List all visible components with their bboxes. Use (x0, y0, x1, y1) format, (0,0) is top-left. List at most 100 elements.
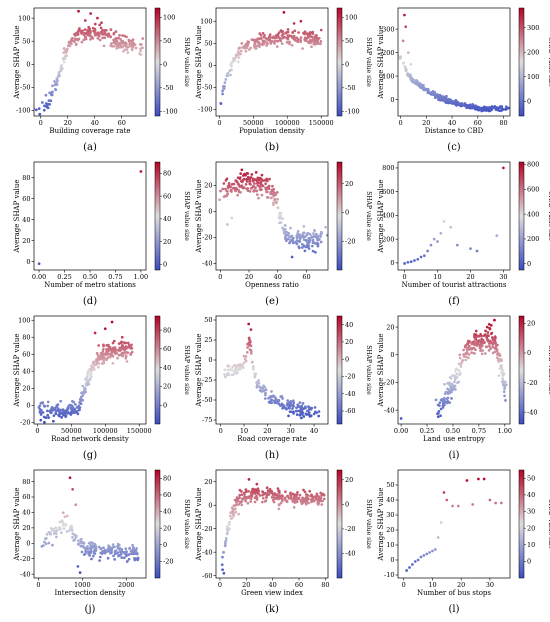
scatter-point (465, 355, 468, 359)
scatter-point (109, 28, 113, 31)
x-tick-label: 0.75 (472, 427, 486, 435)
scatter-point (86, 374, 89, 378)
scatter-point (409, 63, 413, 66)
scatter-point (298, 493, 302, 497)
scatter-point (239, 49, 243, 53)
scatter-point (466, 339, 470, 343)
x-tick-label: 40 (310, 427, 318, 435)
plot-frame (397, 161, 511, 271)
scatter-point (479, 106, 483, 110)
scatter-point (308, 236, 311, 240)
scatter-point (134, 46, 138, 50)
scatter-point (262, 384, 265, 388)
scatter-point (319, 28, 323, 32)
scatter-point (454, 369, 457, 373)
scatter-point (80, 550, 84, 554)
scatter-point (283, 496, 287, 500)
scatter-point (238, 363, 242, 366)
scatter-point (310, 406, 314, 410)
scatter-point (295, 406, 298, 410)
colorbar-tick-label: 10 (527, 541, 535, 549)
scatter-point (222, 551, 225, 554)
colorbar-tick-label: 300 (527, 24, 539, 32)
colorbar-tick-label: 600 (527, 186, 539, 194)
scatter-point (237, 189, 240, 192)
scatter-point (242, 186, 246, 189)
y-tick-label: 200 (382, 49, 394, 57)
x-tick-label: 150000 (309, 119, 334, 127)
colorbar-tick-label: 100 (163, 14, 175, 22)
x-tick-label: 20 (242, 581, 250, 589)
x-tick-label: 1000 (74, 581, 91, 589)
y-axis-label: Average SHAP value (195, 487, 203, 561)
scatter-point (275, 493, 279, 496)
scatter-point (267, 400, 271, 404)
x-tick-label: 40 (269, 581, 277, 589)
scatter-point (472, 346, 475, 350)
scatter-point (394, 56, 397, 59)
x-tick-label: 0.50 (83, 273, 97, 281)
scatter-point (429, 243, 433, 247)
scatter-point (483, 333, 487, 336)
scatter-point (426, 87, 430, 91)
colorbar (518, 469, 525, 579)
scatter-point (305, 496, 308, 499)
colorbar-tick-label: 800 (527, 161, 539, 169)
scatter-point (274, 39, 277, 43)
scatter-point (37, 107, 41, 110)
scatter-point (298, 401, 302, 404)
scatter-point (264, 182, 267, 186)
y-tick-label: 80 (22, 478, 30, 486)
scatter-point (453, 380, 456, 384)
scatter-point (101, 36, 104, 40)
scatter-point (284, 233, 288, 237)
scatter-point (261, 490, 264, 493)
scatter-point (101, 348, 105, 351)
scatter-point (219, 189, 222, 193)
scatter-point (299, 416, 303, 420)
scatter-point (457, 380, 461, 384)
y-axis-label: Average SHAP value (13, 25, 21, 99)
scatter-point (81, 384, 85, 388)
colorbar (154, 7, 161, 117)
scatter-point (241, 364, 244, 367)
plot-frame (215, 161, 329, 271)
scatter-point (46, 413, 50, 417)
plot-frame (215, 7, 329, 117)
scatter-point (495, 234, 499, 237)
colorbar (518, 161, 525, 271)
scatter-point (271, 184, 274, 188)
scatter-point (246, 175, 250, 179)
scatter-point (113, 44, 116, 48)
scatter-point (256, 176, 260, 180)
scatter-point (291, 403, 295, 407)
scatter-point (395, 55, 398, 58)
scatter-point (289, 226, 292, 230)
scatter-point (292, 506, 296, 509)
y-tick-label: 20 (386, 323, 394, 331)
scatter-point (438, 93, 442, 97)
scatter-point (120, 335, 124, 339)
panel-caption: (b) (265, 142, 279, 153)
colorbar-tick-label: -20 (345, 525, 355, 533)
scatter-point (224, 537, 228, 540)
scatter-point (483, 352, 487, 355)
panel-i: 0.00 0.25 0.50 0.75 1.00 -40 -20 0 20 Land use en… (377, 315, 550, 461)
scatter-point (310, 45, 313, 49)
panel-a: 0 20 40 60 -100 -50 0 50 100 Building coverage ra… (13, 7, 190, 153)
scatter-point (493, 335, 497, 338)
scatter-point (77, 542, 81, 545)
scatter-point (438, 401, 442, 405)
scatter-point (302, 231, 306, 235)
scatter-point (82, 38, 86, 42)
x-tick-label: 30 (486, 581, 494, 589)
x-tick-label: 2000 (118, 581, 135, 589)
scatter-point (56, 528, 59, 532)
scatter-point (302, 415, 306, 418)
colorbar-label: SHAP value size (365, 37, 372, 87)
scatter-point (71, 532, 75, 536)
scatter-point (244, 490, 248, 494)
colorbar-tick-label: -40 (345, 390, 355, 398)
scatter-points (37, 170, 143, 266)
scatter-point (245, 351, 249, 354)
